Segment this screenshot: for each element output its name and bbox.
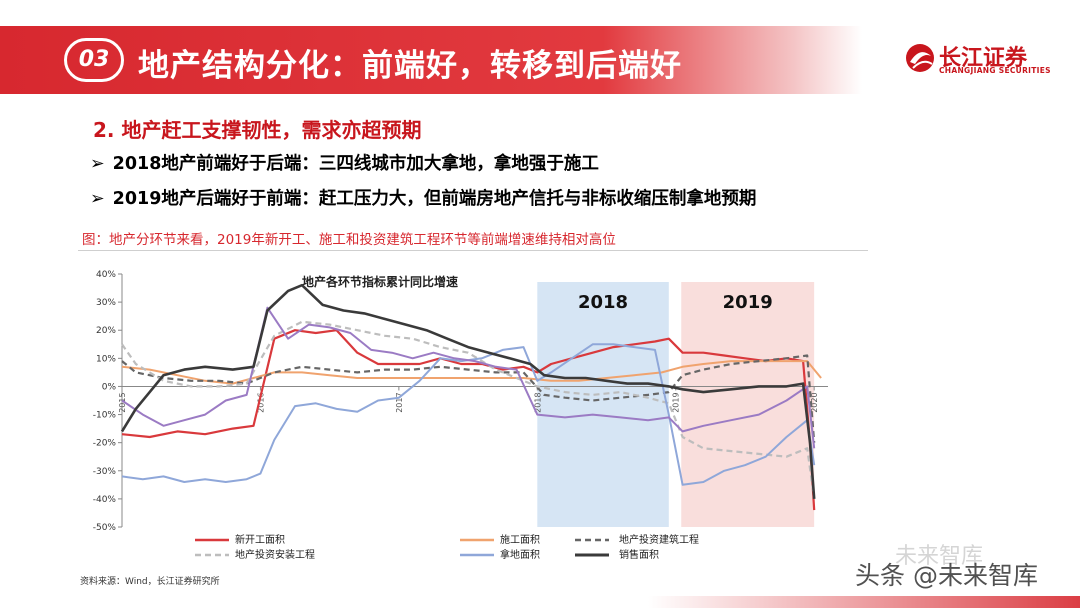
legend-label: 新开工面积 xyxy=(235,533,285,546)
section-subtitle: 2. 地产赶工支撑韧性，需求亦超预期 xyxy=(93,118,422,142)
region-label: 2019 xyxy=(723,292,773,313)
logo-subtitle: CHANGJIANG SECURITIES xyxy=(939,66,1051,75)
series-line xyxy=(120,283,816,499)
y-tick-label: 30% xyxy=(96,298,116,308)
section-number-badge: 03 xyxy=(64,38,124,82)
watermark: 头条 @未来智库 xyxy=(855,561,1038,590)
shaded-region xyxy=(681,282,815,527)
y-tick-label: -40% xyxy=(93,495,117,505)
source-note: 资料来源：Wind，长江证券研究所 xyxy=(80,577,220,587)
series-line xyxy=(121,320,816,500)
arrow-bullet-icon: ➢ xyxy=(90,189,105,209)
y-tick-label: 40% xyxy=(96,270,116,280)
logo-name: 长江证券 xyxy=(939,46,1028,71)
series-line xyxy=(121,343,816,486)
footer-band xyxy=(0,596,1080,608)
arrow-bullet-icon: ➢ xyxy=(90,154,105,174)
y-tick-label: 10% xyxy=(96,354,116,364)
x-tick-label: 2016 xyxy=(256,392,265,412)
chart-title: 地产各环节指标累计同比增速 xyxy=(302,274,458,289)
bullet-text: 2019地产后端好于前端：赶工压力大，但前端房地产信托与非标收缩压制拿地预期 xyxy=(112,189,757,209)
legend-label: 销售面积 xyxy=(619,548,659,561)
bullet-text: 2018地产前端好于后端：三四线城市加大拿地，拿地强于施工 xyxy=(112,154,599,174)
series-line xyxy=(121,354,816,443)
y-tick-label: -10% xyxy=(93,411,117,421)
x-tick-label: 2015 xyxy=(118,392,127,412)
figure-caption: 图：地产分环节来看，2019年新开工、施工和投资建筑工程环节等前端增速维持相对高… xyxy=(82,232,616,248)
shaded-region xyxy=(537,282,669,527)
y-tick-label: -30% xyxy=(93,467,117,477)
page-title: 地产结构分化：前端好，转移到后端好 xyxy=(138,48,682,84)
legend-label: 地产投资安装工程 xyxy=(235,548,315,561)
caption-divider xyxy=(78,250,868,251)
header-bar xyxy=(0,26,862,94)
y-tick-label: 20% xyxy=(96,326,116,336)
series-line xyxy=(121,306,816,449)
legend-label: 地产投资建筑工程 xyxy=(619,533,699,546)
x-tick-label: 2019 xyxy=(672,392,681,412)
x-tick-label: 2018 xyxy=(533,392,542,412)
bullet-item: ➢ 2019地产后端好于前端：赶工压力大，但前端房地产信托与非标收缩压制拿地预期 xyxy=(90,185,756,210)
bullet-item: ➢ 2018地产前端好于后端：三四线城市加大拿地，拿地强于施工 xyxy=(90,150,599,175)
company-logo xyxy=(906,44,934,72)
legend-label: 施工面积 xyxy=(500,533,540,546)
y-tick-label: 0% xyxy=(102,382,117,392)
watermark-ghost: 未来智库 xyxy=(895,544,984,569)
x-tick-label: 2020 xyxy=(810,392,819,412)
legend-label: 拿地面积 xyxy=(500,548,540,561)
series-line xyxy=(121,360,822,385)
x-tick-label: 2017 xyxy=(395,392,404,412)
region-label: 2018 xyxy=(578,292,628,313)
y-tick-label: -20% xyxy=(93,439,117,449)
line-chart: 2018 2019 地产各环节指标累计同比增速 40% 30% 20% 10% 0% -10% -… xyxy=(93,270,828,561)
y-tick-label: -50% xyxy=(93,523,117,533)
logo-mark-icon xyxy=(906,44,934,72)
